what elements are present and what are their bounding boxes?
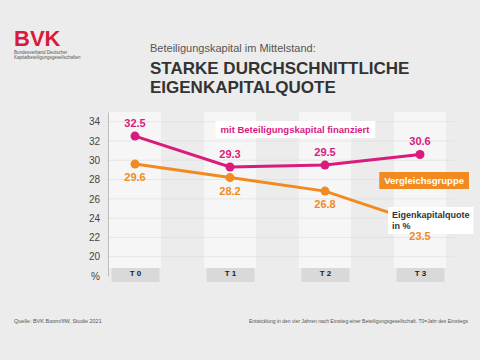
x-tick-box <box>397 268 445 282</box>
y-tick-label: 24 <box>89 213 101 224</box>
y-tick: 24 <box>89 213 108 224</box>
series-label: Vergleichsgruppe <box>384 175 464 186</box>
x-tick-label: T 0 <box>130 269 142 278</box>
x-tick: T 2 <box>302 268 350 282</box>
annotation-box <box>388 207 474 234</box>
x-axis: T 0 T 1 T 2 T 3 <box>112 268 445 282</box>
column-bands <box>109 112 446 268</box>
y-tick: 34 <box>89 116 108 127</box>
footnote: Entwicklung in den vier Jahren nach Eins… <box>249 318 469 324</box>
annotation: Eigenkapitalquotein % <box>392 210 470 231</box>
data-label: 29.5 <box>314 146 335 158</box>
y-tick: 22 <box>89 232 108 243</box>
data-label: 29.6 <box>124 171 145 183</box>
grid-line <box>108 140 455 141</box>
grid <box>108 122 455 257</box>
series-line <box>135 136 420 167</box>
logo-text: Bundesverband DeutscherKapitalbeteiligun… <box>14 50 81 60</box>
series-label: mit Beteiligungskapital finanziert <box>221 124 371 135</box>
y-tick-label: 30 <box>89 155 101 166</box>
y-tick: 32 <box>89 136 108 147</box>
labels: 32.5 29.3 29.5 30.6 29.6 28.2 26.8 23.5 mit Bete… <box>124 117 473 242</box>
y-tick-label: 22 <box>89 232 101 243</box>
y-tick-label: 26 <box>89 194 101 205</box>
marker <box>226 162 235 171</box>
grid-line <box>108 198 455 199</box>
y-tick-label: 32 <box>89 136 101 147</box>
data-label: 23.5 <box>409 230 430 242</box>
y-tick-label: 34 <box>89 116 101 127</box>
y-tick-label: 20 <box>89 251 101 262</box>
background <box>0 0 480 360</box>
chart: BVKBundesverband DeutscherKapitalbeteili… <box>0 0 480 360</box>
marker <box>321 161 330 170</box>
marker <box>321 187 330 196</box>
marker <box>131 132 140 141</box>
logo: BVK <box>14 26 61 51</box>
y-axis-line <box>108 113 109 277</box>
series-label-box <box>379 172 469 189</box>
y-tick: 28 <box>89 174 108 185</box>
source: Quelle: BVK Boom/IfW, Studie 2021 <box>14 318 102 324</box>
y-tick: % <box>91 271 108 282</box>
y-tick-label: % <box>91 271 100 282</box>
y-axis: % 20 22 24 26 28 30 32 34 <box>89 113 109 282</box>
data-label: 32.5 <box>124 117 145 129</box>
data-label: 26.8 <box>314 198 335 210</box>
x-tick-box <box>112 268 160 282</box>
x-axis-line <box>136 272 421 273</box>
series-label-box <box>216 121 376 138</box>
x-tick-label: T 3 <box>415 269 427 278</box>
y-tick: 20 <box>89 251 108 262</box>
title: STARKE DURCHSCHNITTLICHEEIGENKAPITALQUOT… <box>150 59 409 97</box>
marker <box>226 173 235 182</box>
y-tick: 26 <box>89 194 108 205</box>
marker <box>131 160 140 169</box>
series-line <box>135 164 420 223</box>
column-band <box>109 112 161 268</box>
x-tick-label: T 2 <box>320 269 332 278</box>
y-tick: 30 <box>89 155 108 166</box>
data-label: 30.6 <box>409 135 430 147</box>
x-tick: T 1 <box>207 268 255 282</box>
column-band <box>394 112 446 268</box>
grid-line <box>108 237 455 238</box>
marker <box>416 150 425 159</box>
x-tick-label: T 1 <box>225 269 237 278</box>
x-tick: T 0 <box>112 268 160 282</box>
x-tick: T 3 <box>397 268 445 282</box>
grid-line <box>108 256 455 257</box>
data-label: 29.3 <box>219 148 240 160</box>
y-tick-label: 28 <box>89 174 101 185</box>
subtitle: Beteiligungskapital im Mittelstand: <box>150 42 316 54</box>
grid-line <box>108 160 455 161</box>
x-tick-box <box>207 268 255 282</box>
data-label: 28.2 <box>219 185 240 197</box>
x-tick-box <box>302 268 350 282</box>
